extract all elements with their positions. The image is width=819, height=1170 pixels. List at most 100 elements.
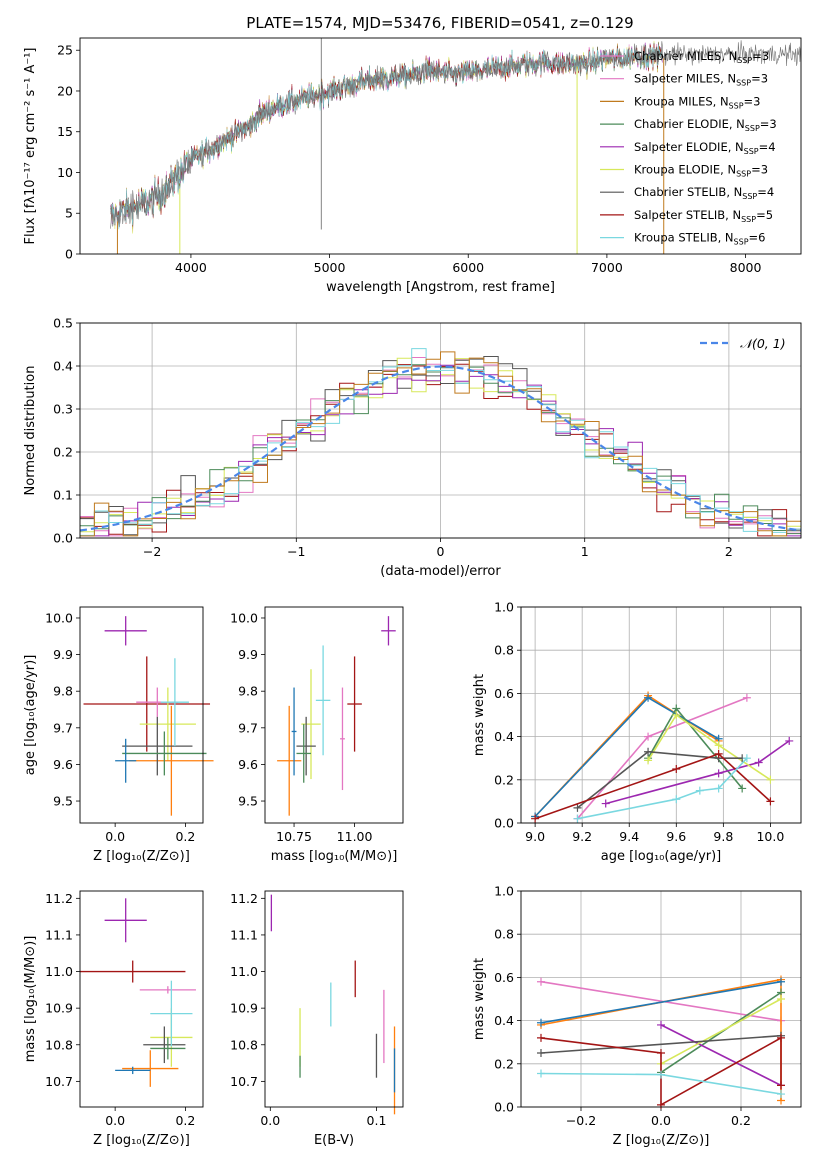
series-marker (777, 1033, 785, 1042)
plot-frame (79, 322, 802, 539)
x-tick-label: 10.75 (276, 829, 312, 844)
plot-frame (520, 890, 802, 1108)
legend-label-base: Salpeter ELODIE, N (634, 140, 744, 154)
legend-label-suffix: =6 (749, 231, 766, 245)
x-tick-label: 1 (581, 544, 589, 559)
y-axis-label: mass weight (472, 958, 487, 1040)
spectrum-line (110, 43, 663, 229)
legend-label-sub: SSP (729, 101, 744, 110)
x-tick-label: 9.8 (713, 829, 733, 844)
chart-title: PLATE=1574, MJD=53476, FIBERID=0541, z=0… (246, 14, 633, 32)
x-axis-label: Z [log₁₀(Z/Z⊙)] (613, 1133, 710, 1148)
panel-3: 0.0 0.2 9.5 9.6 9.7 9.8 9.9 10.0 Z [log₁₀(Z/Z⊙)]… (23, 606, 214, 864)
y-tick-label: 15 (57, 124, 73, 139)
series-line (660, 998, 782, 1065)
y-tick-label: 9.7 (238, 720, 258, 735)
series-marker (754, 758, 763, 767)
x-tick-label: 9.6 (666, 829, 686, 844)
legend-label-suffix: =4 (757, 185, 774, 199)
series-line (534, 752, 771, 820)
y-tick-label: 1.0 (494, 884, 514, 899)
y-tick-label: 0.8 (494, 927, 514, 942)
y-tick-label: 0.8 (494, 643, 514, 658)
series-marker (777, 995, 785, 1003)
series-line (540, 1034, 782, 1054)
legend-label: 𝒩(0, 1) (740, 336, 786, 351)
legend-label-suffix: =3 (752, 49, 769, 63)
y-tick-label: 0.6 (494, 686, 514, 701)
series-marker (777, 1090, 785, 1099)
series-line (660, 1024, 782, 1087)
x-tick-label: 0.0 (260, 1113, 280, 1128)
x-tick-label: 10.0 (756, 829, 784, 844)
y-tick-label: 0.1 (53, 488, 73, 503)
series-marker (785, 736, 794, 745)
y-tick-label: 0.0 (53, 531, 73, 546)
x-axis-label: (data-model)/error (380, 564, 501, 579)
panel-1: 4000 5000 6000 7000 8000 0 5 10 15 20 25 wavelength… (23, 14, 802, 295)
x-axis-label: Z [log₁₀(Z/Z⊙)] (93, 1133, 190, 1148)
series-line (660, 991, 782, 1074)
series-line (647, 707, 743, 789)
axis-ticks: 0.0 0.2 9.5 9.6 9.7 9.8 9.9 10.0 (45, 610, 195, 844)
series-marker (537, 1049, 545, 1057)
y-axis-label: mass weight (472, 674, 487, 756)
series-marker (777, 977, 785, 986)
series-marker (657, 1049, 665, 1057)
series-marker (573, 814, 582, 823)
y-tick-label: 9.8 (53, 684, 73, 699)
y-axis-label: Flux [fλ10⁻¹⁷ erg cm⁻² s⁻¹ A⁻¹] (23, 48, 38, 245)
legend-label: Chabrier STELIB, NSSP=4 (634, 185, 774, 201)
series-marker (644, 747, 653, 756)
legend-label: Chabrier ELODIE, NSSP=3 (634, 117, 777, 133)
legend-label-base: Chabrier ELODIE, N (634, 117, 745, 131)
y-tick-label: 0.0 (494, 816, 514, 831)
series (537, 975, 785, 1109)
series-line (540, 980, 782, 1022)
y-tick-label: 9.6 (238, 757, 258, 772)
y-tick-label: 10.8 (230, 1037, 258, 1052)
x-tick-label: 9.2 (572, 829, 592, 844)
x-axis-label: mass [log₁₀(M/M⊙)] (271, 849, 398, 864)
series-marker (537, 1069, 545, 1078)
x-axis-label: age [log₁₀(age/yr)] (601, 849, 722, 864)
x-tick-label: 0.0 (105, 1113, 125, 1128)
y-tick-label: 10.7 (230, 1074, 258, 1089)
axis-ticks: 10.75 11.00 9.5 9.6 9.7 9.8 9.9 10.0 (230, 610, 372, 844)
spectrum-line (110, 44, 663, 230)
plot-frame (79, 37, 802, 255)
series-marker (657, 1070, 665, 1079)
panel-4: 10.75 11.00 9.5 9.6 9.7 9.8 9.9 10.0 mass [log₁₀… (230, 606, 404, 864)
plot-frame (264, 606, 404, 824)
spectra (110, 38, 801, 254)
y-tick-label: 0.2 (494, 1056, 514, 1071)
x-tick-label: 6000 (452, 260, 484, 275)
series-marker (714, 749, 723, 758)
series-marker (601, 799, 610, 808)
legend-label-suffix: =3 (744, 94, 761, 108)
y-tick-label: 0.3 (53, 402, 73, 417)
panel-5: 9.0 9.2 9.4 9.6 9.8 10.0 0.0 0.2 0.4 0.6 0.8 1.0 age… (472, 600, 802, 864)
series-marker (738, 784, 747, 793)
y-axis-label: age [log₁₀(age/yr)] (23, 655, 38, 776)
series-marker (537, 1033, 545, 1042)
x-tick-label: 0.0 (105, 829, 125, 844)
series-marker (657, 1100, 665, 1109)
y-tick-label: 10.9 (45, 1001, 73, 1016)
x-tick-label: 0.0 (651, 1113, 671, 1128)
series-marker (672, 711, 681, 719)
x-tick-label: 9.0 (525, 829, 545, 844)
series-marker (714, 741, 723, 750)
x-tick-label: 0.2 (175, 1113, 195, 1128)
legend-label: Kroupa MILES, NSSP=3 (634, 94, 760, 110)
spectrum-line (110, 42, 663, 230)
points (277, 616, 396, 816)
spectrum-line (110, 40, 663, 234)
y-tick-label: 0.2 (494, 772, 514, 787)
y-tick-label: 10.9 (230, 1001, 258, 1016)
axis-ticks: 0.0 0.2 10.7 10.8 10.9 11.0 11.1 11.2 (45, 891, 195, 1128)
legend-label: Kroupa ELODIE, NSSP=3 (634, 163, 768, 179)
legend-label-sub: SSP (742, 192, 757, 201)
plot-frame (264, 890, 404, 1108)
x-tick-label: 0.2 (175, 829, 195, 844)
